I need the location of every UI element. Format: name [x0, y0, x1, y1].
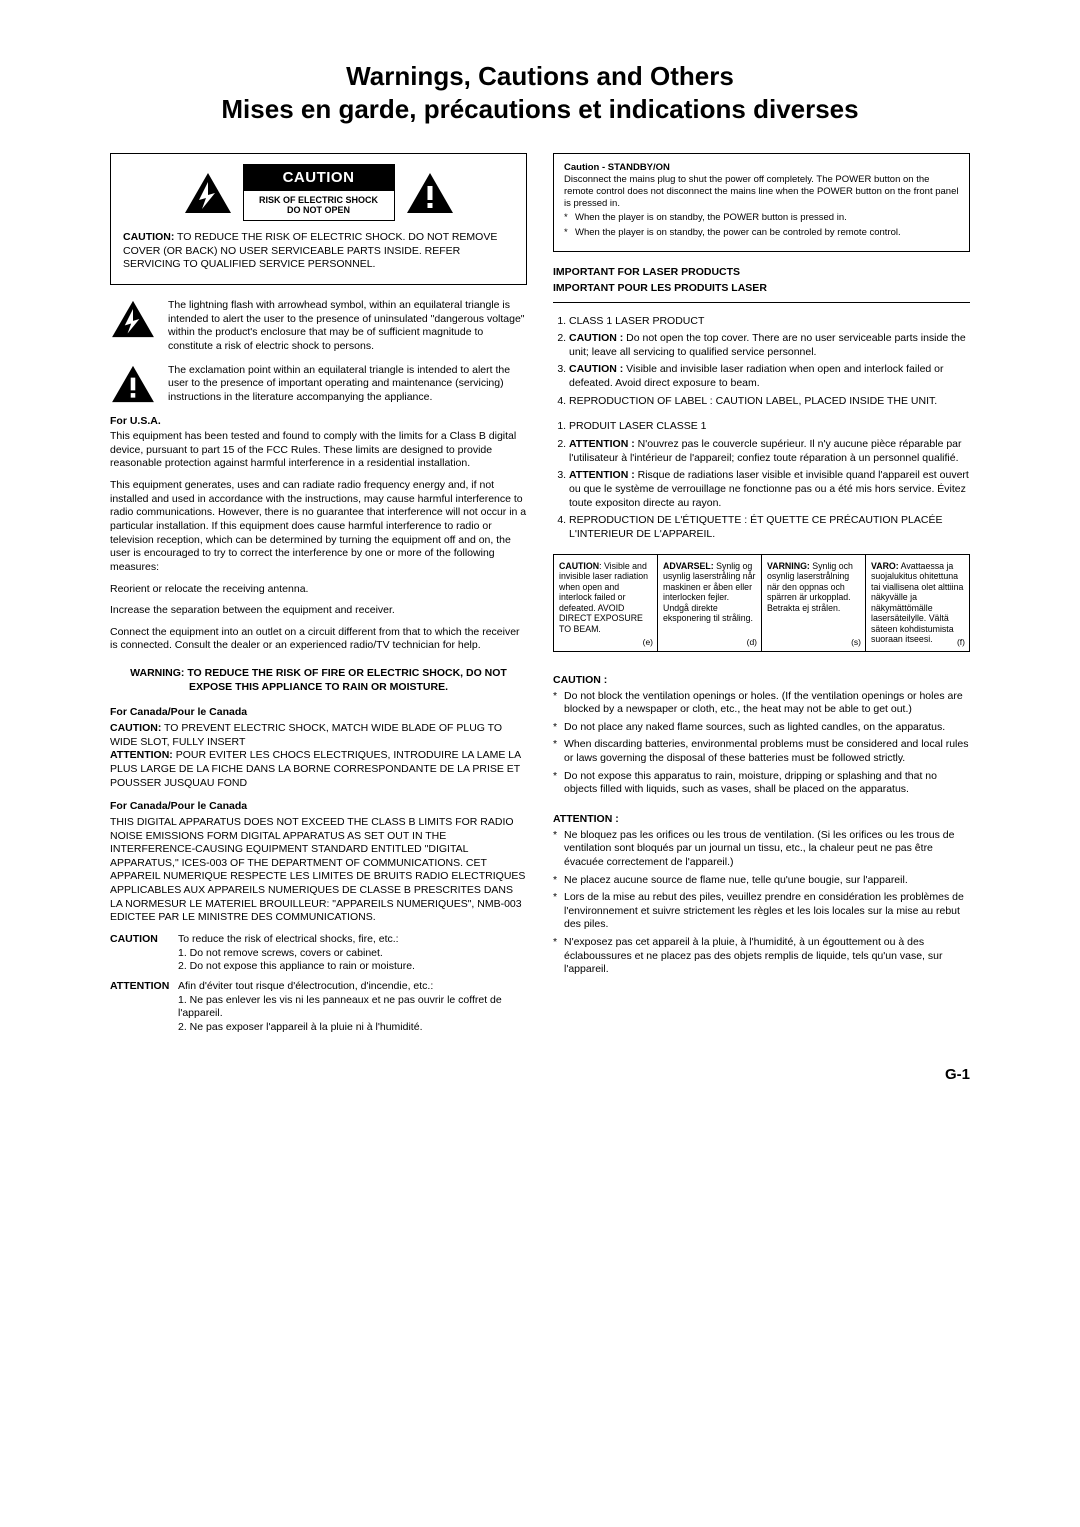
caution-item: Do not expose this apparatus to rain, mo… [553, 770, 970, 797]
attention-list-heading: ATTENTION : [553, 813, 970, 827]
laser-item: REPRODUCTION OF LABEL : CAUTION LABEL, P… [569, 395, 970, 409]
two-column-layout: CAUTION RISK OF ELECTRIC SHOCK DO NOT OP… [110, 153, 970, 1040]
canada-heading-2: For Canada/Pour le Canada [110, 800, 527, 814]
canada-para-1: CAUTION: TO PREVENT ELECTRIC SHOCK, MATC… [110, 722, 527, 790]
exclamation-description-row: The exclamation point within an equilate… [110, 364, 527, 405]
lang-tag: (s) [851, 637, 861, 647]
lang-tag: (f) [957, 637, 965, 647]
page-number: G-1 [110, 1066, 970, 1083]
caution-center-box: CAUTION RISK OF ELECTRIC SHOCK DO NOT OP… [243, 164, 395, 221]
language-warning-table: CAUTION: Visible and invisible laser rad… [553, 554, 970, 652]
usa-para-2: This equipment generates, uses and can r… [110, 479, 527, 574]
standby-body: Disconnect the mains plug to shut the po… [564, 174, 959, 210]
attention-definition: ATTENTION Afin d'éviter tout risque d'él… [110, 980, 527, 1035]
lightning-triangle-icon [183, 171, 233, 215]
standby-box: Caution - STANDBY/ON Disconnect the main… [553, 153, 970, 252]
page-title: Warnings, Cautions and Others Mises en g… [110, 60, 970, 125]
caution-body-text: CAUTION: TO REDUCE THE RISK OF ELECTRIC … [123, 231, 514, 272]
caution-item: When discarding batteries, environmental… [553, 738, 970, 765]
laser-item: PRODUIT LASER CLASSE 1 [569, 420, 970, 434]
caution-box: CAUTION RISK OF ELECTRIC SHOCK DO NOT OP… [110, 153, 527, 285]
important-laser-fr: IMPORTANT POUR LES PRODUITS LASER [553, 282, 970, 296]
attention-item: Lors de la mise au rebut des piles, veui… [553, 891, 970, 932]
exclamation-triangle-icon [110, 364, 156, 404]
attention-item: N'exposez pas cet appareil à la pluie, à… [553, 936, 970, 977]
caution-header: CAUTION RISK OF ELECTRIC SHOCK DO NOT OP… [123, 164, 514, 221]
usa-measure-2: Increase the separation between the equi… [110, 604, 527, 618]
standby-heading: Caution - STANDBY/ON [564, 162, 959, 174]
attention-item: Ne placez aucune source de flame nue, te… [553, 874, 970, 888]
lang-cell: VARNING: Synlig och osynlig laserstrålni… [762, 555, 866, 651]
usa-measure-3: Connect the equipment into an outlet on … [110, 626, 527, 653]
exclamation-description: The exclamation point within an equilate… [168, 364, 527, 405]
lightning-triangle-icon [110, 299, 156, 339]
bolt-description-row: The lightning flash with arrowhead symbo… [110, 299, 527, 354]
laser-item: CLASS 1 LASER PRODUCT [569, 315, 970, 329]
title-line-1: Warnings, Cautions and Others [346, 61, 734, 91]
canada-heading-1: For Canada/Pour le Canada [110, 706, 527, 720]
caution-def-body: To reduce the risk of electrical shocks,… [178, 933, 527, 974]
laser-item: CAUTION : Do not open the top cover. The… [569, 332, 970, 359]
usa-measure-1: Reorient or relocate the receiving anten… [110, 583, 527, 597]
laser-list-fr: PRODUIT LASER CLASSE 1 ATTENTION : N'ouvr… [553, 420, 970, 541]
title-line-2: Mises en garde, précautions et indicatio… [221, 94, 858, 124]
canada-para-2: THIS DIGITAL APPARATUS DOES NOT EXCEED T… [110, 816, 527, 925]
lang-tag: (e) [643, 637, 653, 647]
divider-rule [553, 302, 970, 303]
caution-list-heading: CAUTION : [553, 674, 970, 688]
important-laser-en: IMPORTANT FOR LASER PRODUCTS [553, 266, 970, 280]
laser-item: ATTENTION : N'ouvrez pas le couvercle su… [569, 438, 970, 465]
right-column: Caution - STANDBY/ON Disconnect the main… [553, 153, 970, 1040]
caution-definition: CAUTION To reduce the risk of electrical… [110, 933, 527, 974]
standby-bullet-2: When the player is on standby, the power… [564, 227, 959, 239]
caution-item: Do not block the ventilation openings or… [553, 690, 970, 717]
caution-list: Do not block the ventilation openings or… [553, 690, 970, 797]
laser-item: ATTENTION : Risque de radiations laser v… [569, 469, 970, 510]
attention-def-body: Afin d'éviter tout risque d'électrocutio… [178, 980, 527, 1035]
left-column: CAUTION RISK OF ELECTRIC SHOCK DO NOT OP… [110, 153, 527, 1040]
attention-list: Ne bloquez pas les orifices ou les trous… [553, 829, 970, 977]
attention-item: Ne bloquez pas les orifices ou les trous… [553, 829, 970, 870]
caution-item: Do not place any naked flame sources, su… [553, 721, 970, 735]
usa-para-1: This equipment has been tested and found… [110, 430, 527, 471]
lang-cell: ADVARSEL: Synlig og usynlig laserstrålin… [658, 555, 762, 651]
lang-cell: VARO: Avattaessa ja suojalukitus ohitett… [866, 555, 969, 651]
lang-tag: (d) [747, 637, 757, 647]
attention-label: ATTENTION [110, 980, 178, 1035]
laser-item: REPRODUCTION DE L'ÉTIQUETTE : ÉT QUETTE … [569, 514, 970, 541]
laser-item: CAUTION : Visible and invisible laser ra… [569, 363, 970, 390]
fire-warning: WARNING: TO REDUCE THE RISK OF FIRE OR E… [110, 667, 527, 694]
caution-bar: CAUTION [244, 165, 394, 191]
exclamation-triangle-icon [405, 171, 455, 215]
usa-heading: For U.S.A. [110, 415, 527, 429]
laser-list-en: CLASS 1 LASER PRODUCT CAUTION : Do not op… [553, 315, 970, 409]
lang-cell: CAUTION: Visible and invisible laser rad… [554, 555, 658, 651]
caution-label: CAUTION [110, 933, 178, 974]
bolt-description: The lightning flash with arrowhead symbo… [168, 299, 527, 354]
caution-subtext: RISK OF ELECTRIC SHOCK DO NOT OPEN [244, 191, 394, 221]
standby-bullet-1: When the player is on standby, the POWER… [564, 212, 959, 224]
